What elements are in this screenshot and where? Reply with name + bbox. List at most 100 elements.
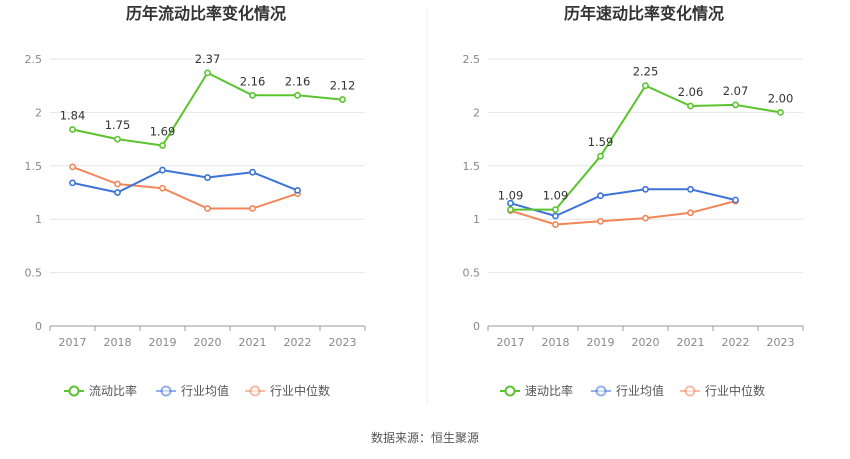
legend-marker bbox=[504, 385, 516, 397]
data-label: 1.69 bbox=[150, 125, 176, 139]
legend-marker bbox=[684, 385, 696, 397]
data-label: 2.06 bbox=[678, 85, 704, 99]
data-point[interactable] bbox=[339, 96, 346, 103]
legend-marker bbox=[595, 385, 607, 397]
data-point[interactable] bbox=[114, 135, 121, 143]
data-point[interactable] bbox=[507, 206, 514, 213]
data-point[interactable] bbox=[597, 217, 604, 225]
data-point[interactable] bbox=[687, 209, 694, 217]
chart-title: 历年流动比率变化情况 bbox=[126, 4, 286, 23]
data-point[interactable] bbox=[204, 205, 211, 212]
x-tick-label: 2017 bbox=[59, 336, 87, 349]
data-point[interactable] bbox=[552, 221, 559, 228]
data-label: 2.00 bbox=[768, 91, 794, 105]
series-line bbox=[510, 200, 736, 226]
x-tick-label: 2017 bbox=[497, 336, 525, 349]
data-point[interactable] bbox=[69, 179, 76, 187]
x-tick-label: 2019 bbox=[587, 336, 615, 349]
data-label: 2.37 bbox=[195, 52, 221, 66]
data-point[interactable] bbox=[507, 199, 514, 207]
legend-label: 行业中位数 bbox=[270, 383, 330, 398]
legend-label: 行业均值 bbox=[181, 383, 229, 398]
y-tick-label: 2 bbox=[35, 106, 42, 119]
x-tick-label: 2019 bbox=[149, 336, 177, 349]
series-line bbox=[510, 188, 736, 217]
data-point[interactable] bbox=[204, 174, 211, 181]
data-point[interactable] bbox=[294, 186, 301, 194]
y-tick-label: 0.5 bbox=[463, 267, 481, 280]
x-tick-label: 2022 bbox=[284, 336, 312, 349]
y-tick-label: 1.5 bbox=[25, 160, 43, 173]
legend-marker bbox=[160, 385, 172, 397]
data-point[interactable] bbox=[642, 82, 649, 90]
x-tick-label: 2020 bbox=[632, 336, 660, 349]
legend-item[interactable]: 行业均值 bbox=[591, 383, 664, 398]
data-point[interactable] bbox=[204, 69, 211, 77]
data-label: 1.09 bbox=[543, 189, 569, 203]
data-label: 2.12 bbox=[330, 79, 356, 93]
data-point[interactable] bbox=[159, 166, 166, 174]
y-tick-label: 2 bbox=[473, 106, 480, 119]
legend-marker bbox=[249, 385, 261, 397]
current-ratio-chart: 历年流动比率变化情况 0 0.5 1 1.5 2 2.5 2017 2018 2019 2020 20… bbox=[25, 4, 366, 398]
legend-item[interactable]: 流动比率 bbox=[64, 383, 137, 398]
quick-ratio-chart: 历年速动比率变化情况 0 0.5 1 1.5 2 2.5 2017 2018 2019 2020 20… bbox=[463, 4, 804, 398]
data-point[interactable] bbox=[777, 109, 784, 116]
data-label: 2.16 bbox=[285, 74, 311, 88]
data-point[interactable] bbox=[687, 185, 694, 193]
data-point[interactable] bbox=[687, 102, 694, 110]
legend-item[interactable]: 速动比率 bbox=[500, 383, 573, 398]
y-tick-label: 1.5 bbox=[463, 160, 481, 173]
source-note: 数据来源：恒生聚源 bbox=[371, 430, 479, 445]
y-tick-label: 2.5 bbox=[25, 53, 43, 66]
data-point[interactable] bbox=[249, 168, 256, 176]
data-point[interactable] bbox=[69, 163, 76, 171]
data-point[interactable] bbox=[552, 212, 559, 220]
data-label: 1.75 bbox=[105, 118, 131, 132]
data-point[interactable] bbox=[552, 206, 559, 213]
data-point[interactable] bbox=[597, 152, 604, 160]
data-point[interactable] bbox=[642, 185, 649, 193]
y-tick-label: 1 bbox=[473, 213, 480, 226]
data-point[interactable] bbox=[159, 184, 166, 192]
x-tick-label: 2020 bbox=[194, 336, 222, 349]
y-tick-label: 0 bbox=[35, 320, 42, 333]
x-tick-label: 2023 bbox=[767, 336, 795, 349]
data-point[interactable] bbox=[642, 214, 649, 222]
legend-label: 行业均值 bbox=[616, 383, 664, 398]
x-tick-label: 2021 bbox=[239, 336, 267, 349]
data-label: 1.59 bbox=[588, 135, 614, 149]
legend-label: 速动比率 bbox=[525, 383, 573, 398]
series-line bbox=[72, 169, 298, 194]
data-point[interactable] bbox=[249, 91, 256, 99]
legend-label: 流动比率 bbox=[89, 383, 137, 398]
legend-item[interactable]: 行业中位数 bbox=[680, 383, 765, 398]
data-label: 2.07 bbox=[723, 84, 749, 98]
series-line bbox=[72, 165, 298, 210]
legend-item[interactable]: 行业均值 bbox=[156, 383, 229, 398]
data-point[interactable] bbox=[114, 189, 121, 196]
x-tick-label: 2021 bbox=[677, 336, 705, 349]
x-tick-label: 2022 bbox=[722, 336, 750, 349]
data-point[interactable] bbox=[159, 142, 166, 149]
y-tick-label: 1 bbox=[35, 213, 42, 226]
chart-title: 历年速动比率变化情况 bbox=[564, 4, 724, 23]
data-point[interactable] bbox=[69, 126, 76, 133]
legend-item[interactable]: 行业中位数 bbox=[245, 383, 330, 398]
data-point[interactable] bbox=[249, 205, 256, 212]
data-point[interactable] bbox=[114, 180, 121, 188]
y-tick-label: 2.5 bbox=[463, 53, 481, 66]
legend-label: 行业中位数 bbox=[705, 383, 765, 398]
data-point[interactable] bbox=[294, 91, 301, 99]
data-point[interactable] bbox=[732, 101, 739, 109]
y-tick-label: 0.5 bbox=[25, 267, 43, 280]
y-tick-label: 0 bbox=[473, 320, 480, 333]
x-tick-label: 2018 bbox=[542, 336, 570, 349]
data-label: 2.25 bbox=[633, 65, 659, 79]
data-label: 1.84 bbox=[60, 108, 86, 122]
data-point[interactable] bbox=[597, 192, 604, 200]
legend-marker bbox=[68, 385, 80, 397]
data-label: 1.09 bbox=[498, 189, 524, 203]
data-point[interactable] bbox=[732, 196, 739, 204]
